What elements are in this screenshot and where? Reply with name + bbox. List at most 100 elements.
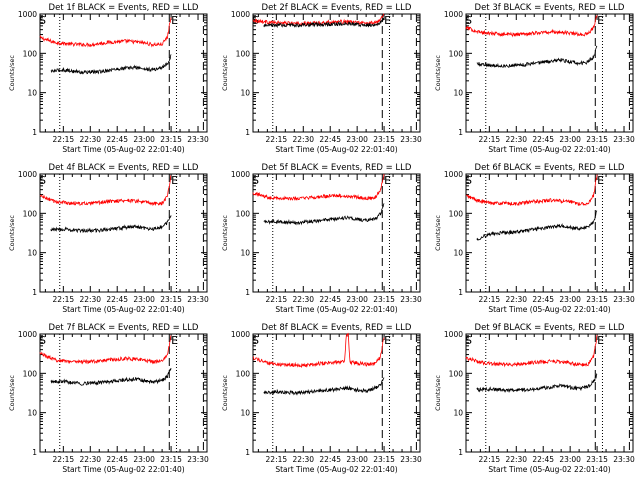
- y-tick-label: 1: [32, 448, 37, 457]
- plot-frame: [465, 13, 634, 133]
- lld-rate-line: [39, 335, 172, 365]
- plot-frame: [252, 173, 421, 293]
- y-axis-label: Counts/sec: [221, 375, 229, 411]
- y-axis-label: Counts/sec: [434, 375, 442, 411]
- x-tick-label: 22:15: [479, 135, 501, 144]
- panel-title: Det 1f BLACK = Events, RED = LLD: [49, 3, 199, 13]
- y-tick-label: 100: [449, 209, 464, 218]
- x-tick-label: 22:30: [292, 135, 314, 144]
- panel-title: Det 2f BLACK = Events, RED = LLD: [262, 3, 412, 13]
- x-tick-label: 23:30: [400, 135, 422, 144]
- y-tick-label: 10: [453, 409, 463, 418]
- x-tick-label: 22:45: [319, 455, 341, 464]
- panel-det-3: Det 3f BLACK = Events, RED = LLD 1 10 100 10…: [434, 3, 635, 154]
- plot-frame: [39, 333, 208, 453]
- x-tick-label: 23:30: [187, 455, 209, 464]
- x-tick-label: 23:00: [346, 295, 368, 304]
- x-axis-label: Start Time (05-Aug-02 22:01:40): [275, 305, 397, 314]
- x-tick-label: 23:15: [160, 455, 182, 464]
- events-rate-line: [476, 45, 598, 69]
- x-tick-label: 23:30: [187, 295, 209, 304]
- y-tick-label: 100: [236, 209, 251, 218]
- x-tick-label: 23:30: [613, 135, 635, 144]
- x-tick-label: 23:00: [559, 295, 581, 304]
- panel-det-7: Det 7f BLACK = Events, RED = LLD 1 10 100 10…: [8, 323, 209, 474]
- start-marker: S: [465, 334, 472, 347]
- x-tick-label: 23:15: [373, 135, 395, 144]
- x-tick-label: 22:45: [532, 455, 554, 464]
- end-marker: E: [597, 334, 604, 347]
- x-tick-label: 22:45: [106, 135, 128, 144]
- panel-title: Det 8f BLACK = Events, RED = LLD: [262, 323, 412, 333]
- y-tick-label: 100: [23, 209, 38, 218]
- x-tick-label: 23:00: [346, 135, 368, 144]
- x-axis-label: Start Time (05-Aug-02 22:01:40): [275, 465, 397, 474]
- end-marker: E: [171, 334, 178, 347]
- x-tick-label: 23:15: [373, 295, 395, 304]
- start-marker: S: [39, 174, 46, 187]
- y-tick-label: 1000: [18, 10, 37, 19]
- plot-frame: [465, 333, 634, 453]
- x-tick-label: 23:00: [133, 295, 155, 304]
- start-marker: S: [252, 334, 259, 347]
- events-rate-line: [263, 377, 385, 396]
- x-tick-label: 22:15: [53, 135, 75, 144]
- y-tick-label: 1: [458, 288, 463, 297]
- events-rate-line: [476, 373, 598, 393]
- plot-frame: [252, 13, 421, 133]
- y-tick-label: 1000: [231, 10, 250, 19]
- x-tick-label: 22:15: [266, 295, 288, 304]
- y-axis-label: Counts/sec: [8, 375, 16, 411]
- lld-rate-line: [465, 334, 598, 368]
- y-tick-label: 100: [23, 49, 38, 58]
- x-tick-label: 23:30: [613, 455, 635, 464]
- panel-title: Det 5f BLACK = Events, RED = LLD: [262, 163, 412, 173]
- plot-frame: [39, 173, 208, 293]
- x-axis-label: Start Time (05-Aug-02 22:01:40): [62, 465, 184, 474]
- lld-rate-line: [252, 13, 385, 27]
- x-tick-label: 22:45: [106, 455, 128, 464]
- start-marker: S: [465, 174, 472, 187]
- x-tick-label: 23:00: [346, 455, 368, 464]
- x-tick-label: 22:15: [266, 455, 288, 464]
- plot-frame: [465, 173, 634, 293]
- panel-det-5: Det 5f BLACK = Events, RED = LLD 1 10 100 10…: [221, 163, 422, 314]
- lld-rate-line: [252, 173, 385, 201]
- x-tick-label: 22:15: [53, 295, 75, 304]
- x-tick-label: 22:30: [292, 455, 314, 464]
- y-tick-label: 1000: [444, 170, 463, 179]
- panel-title: Det 4f BLACK = Events, RED = LLD: [49, 163, 199, 173]
- y-axis-label: Counts/sec: [8, 215, 16, 251]
- y-tick-label: 1000: [444, 10, 463, 19]
- panel-det-8: Det 8f BLACK = Events, RED = LLD 1 10 100 10…: [221, 323, 422, 474]
- panel-det-9: Det 9f BLACK = Events, RED = LLD 1 10 100 10…: [434, 323, 635, 474]
- x-tick-label: 23:15: [586, 295, 608, 304]
- end-marker: E: [384, 174, 391, 187]
- y-tick-label: 1000: [231, 170, 250, 179]
- x-axis-label: Start Time (05-Aug-02 22:01:40): [488, 465, 610, 474]
- events-rate-line: [476, 210, 598, 241]
- y-axis-label: Counts/sec: [8, 55, 16, 91]
- y-axis-label: Counts/sec: [221, 215, 229, 251]
- x-tick-label: 23:15: [160, 295, 182, 304]
- y-tick-label: 1: [32, 128, 37, 137]
- events-rate-line: [50, 54, 172, 75]
- end-marker: E: [171, 174, 178, 187]
- y-tick-label: 100: [236, 49, 251, 58]
- end-marker: E: [384, 334, 391, 347]
- plot-frame: [252, 333, 421, 453]
- x-tick-label: 22:30: [505, 295, 527, 304]
- end-marker: E: [597, 174, 604, 187]
- panel-det-2: Det 2f BLACK = Events, RED = LLD 1 10 100 10…: [221, 3, 422, 154]
- x-axis-label: Start Time (05-Aug-02 22:01:40): [488, 305, 610, 314]
- x-tick-label: 23:15: [586, 135, 608, 144]
- y-tick-label: 10: [453, 249, 463, 258]
- x-tick-label: 23:00: [559, 455, 581, 464]
- x-axis-label: Start Time (05-Aug-02 22:01:40): [488, 145, 610, 154]
- x-tick-label: 22:15: [479, 455, 501, 464]
- y-axis-label: Counts/sec: [221, 55, 229, 91]
- y-tick-label: 100: [23, 369, 38, 378]
- x-tick-label: 23:30: [613, 295, 635, 304]
- x-tick-label: 23:15: [160, 135, 182, 144]
